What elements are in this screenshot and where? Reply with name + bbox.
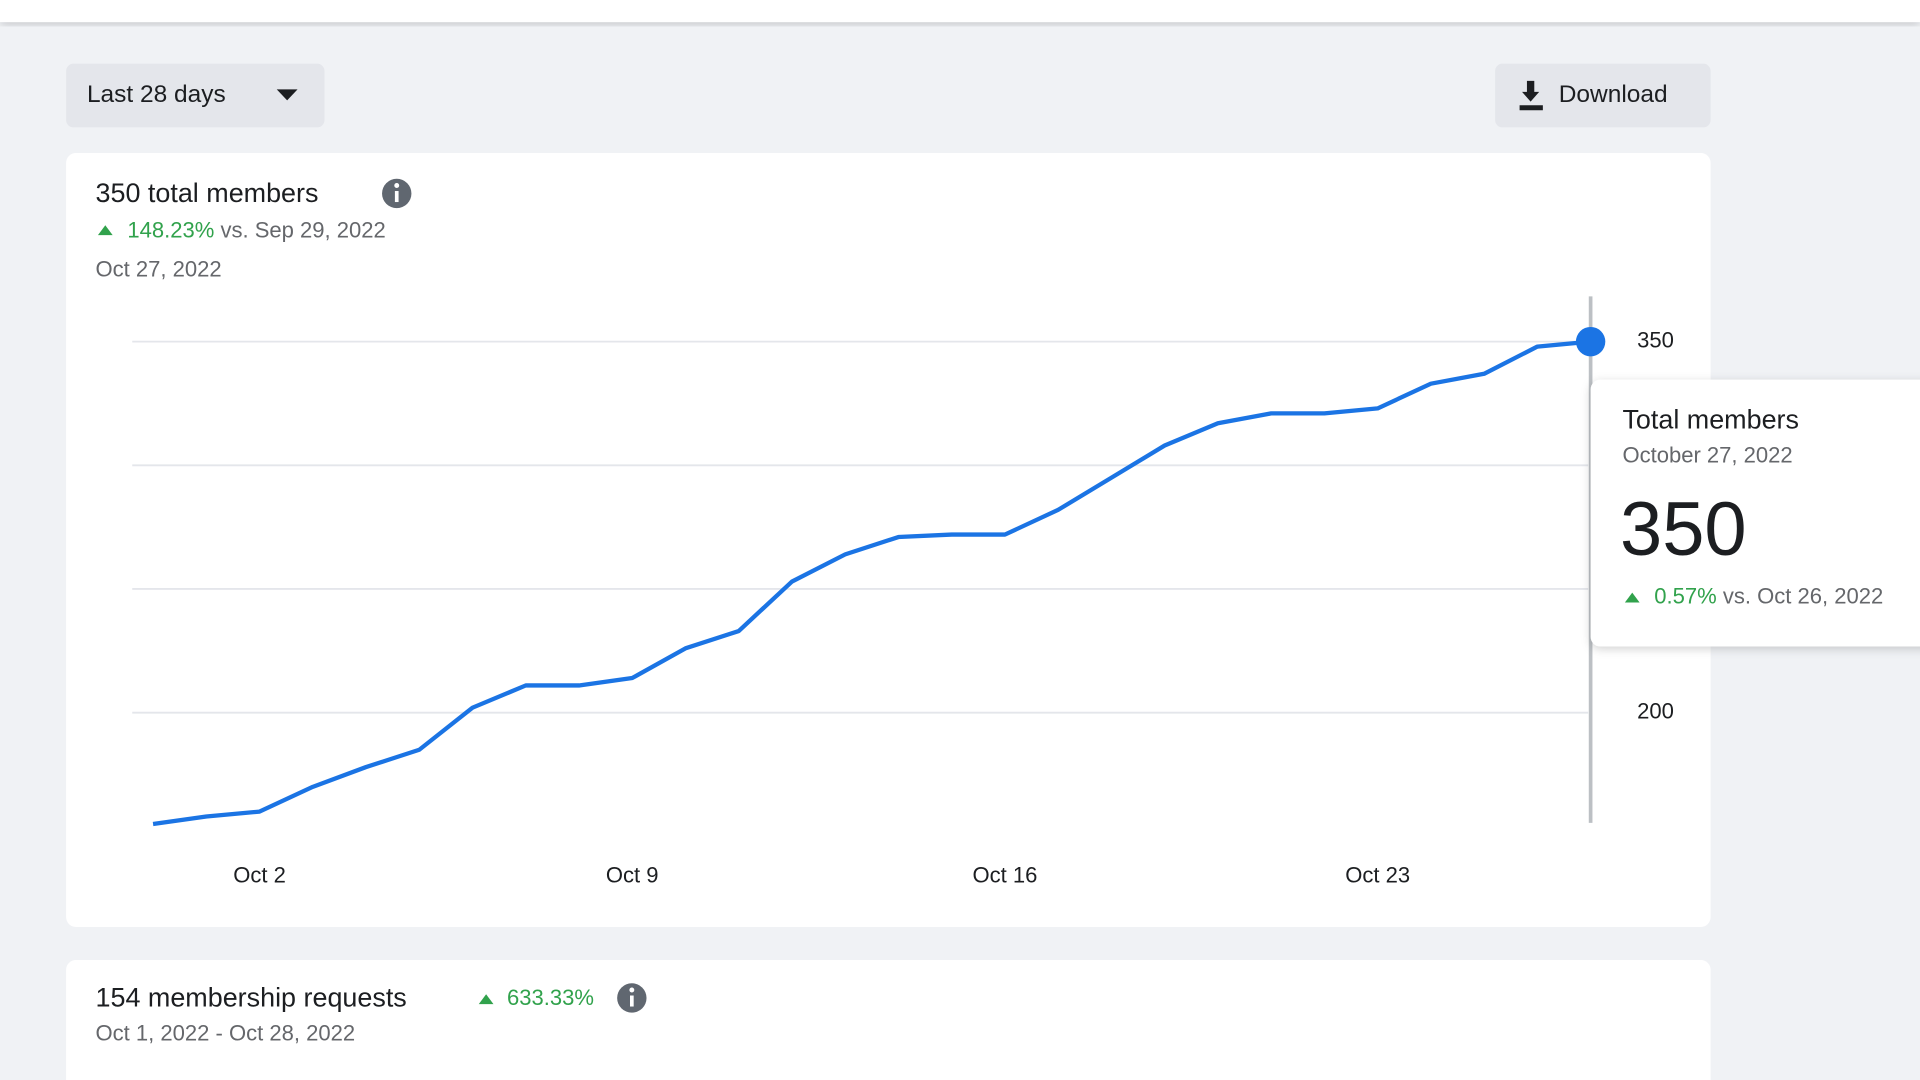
tooltip-title: Total members [1622, 404, 1799, 434]
top-bar [0, 0, 1920, 23]
tooltip-change-line: 0.57% vs. Oct 26, 2022 [1654, 583, 1883, 608]
members-title: 350 total members [96, 178, 319, 208]
up-arrow [1624, 592, 1640, 603]
tooltip-comparison: vs. Oct 26, 2022 [1723, 583, 1883, 608]
info-icon-dot [394, 183, 400, 188]
info-icon-dot [629, 987, 635, 993]
range-dropdown[interactable] [66, 63, 325, 128]
tooltip-box [1590, 379, 1920, 647]
members-date: Oct 27, 2022 [96, 256, 222, 281]
x-tick-label: Oct 2 [233, 863, 286, 888]
tooltip-value: 350 [1620, 487, 1747, 572]
requests-change: 633.33% [507, 985, 594, 1010]
y-tick-label: 200 [1637, 698, 1674, 723]
line [152, 339, 1591, 827]
x-tick-label: Oct 23 [1345, 863, 1410, 888]
members-change-line: 148.23% vs. Sep 29, 2022 [127, 217, 385, 242]
requests-date-range: Oct 1, 2022 - Oct 28, 2022 [96, 1021, 356, 1046]
requests-title: 154 membership requests [96, 982, 407, 1012]
tooltip-change: 0.57% [1654, 583, 1716, 608]
download-button[interactable] [1495, 63, 1711, 128]
members-change: 148.23% [127, 217, 214, 242]
info-icon-bar [630, 995, 634, 1007]
up-arrow [97, 225, 113, 236]
hover-point [1575, 326, 1606, 357]
chart: 200 350 Oct 2 Oct 9 Oct 16 Oct 23 Total member… [132, 296, 1920, 888]
info-icon-bar [394, 191, 399, 203]
x-tick-label: Oct 9 [606, 863, 659, 888]
range-label: Last 28 days [87, 81, 226, 108]
requests-card [66, 960, 1711, 1080]
caret-icon [276, 89, 298, 101]
y-tick-label: 350 [1637, 327, 1674, 352]
up-arrow [478, 994, 494, 1005]
members-comparison: vs. Sep 29, 2022 [220, 217, 385, 242]
x-tick-label: Oct 16 [972, 863, 1037, 888]
tooltip-date: October 27, 2022 [1622, 443, 1792, 468]
download-label: Download [1559, 81, 1668, 108]
download-icon [1519, 80, 1543, 111]
tooltip: Total members October 27, 2022 350 0.57% vs… [1590, 379, 1920, 647]
